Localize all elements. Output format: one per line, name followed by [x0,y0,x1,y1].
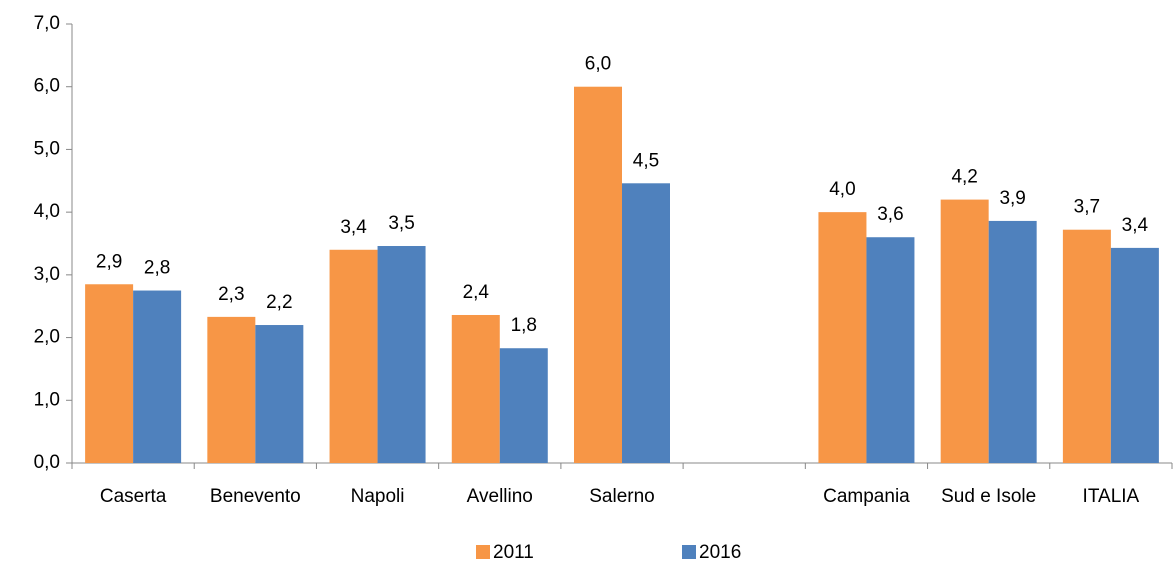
x-tick-label: Caserta [100,486,167,507]
value-label: 3,6 [877,204,903,225]
value-label: 4,0 [829,179,855,200]
value-label: 1,8 [511,315,537,336]
bar [85,284,134,463]
x-tick-label: Campania [823,486,910,507]
legend-label: 2011 [493,542,534,563]
value-label: 3,7 [1074,197,1100,218]
value-label: 3,4 [340,217,367,238]
bar [133,290,182,463]
y-tick-label: 1,0 [34,389,60,410]
value-label: 6,0 [585,54,611,75]
value-label: 4,2 [951,167,977,188]
x-tick-label: Napoli [351,486,405,507]
y-tick-label: 3,0 [34,264,60,285]
value-label: 2,4 [463,282,490,303]
legend-swatch [476,545,490,559]
bar [329,249,378,463]
y-tick-label: 5,0 [34,138,60,159]
x-tick-label: ITALIA [1083,486,1140,507]
bar [1062,229,1111,463]
value-label: 2,3 [218,284,244,305]
y-tick-label: 4,0 [34,201,60,222]
value-label: 2,2 [266,292,292,313]
x-tick-label: Sud e Isole [941,486,1036,507]
bar [988,220,1037,463]
x-tick-label: Avellino [467,486,533,507]
bar [255,325,304,463]
bar [574,86,622,463]
bar [622,183,670,463]
bar [499,348,548,463]
bar [377,246,426,463]
y-tick-label: 2,0 [34,327,60,348]
bar [940,199,989,463]
value-label: 3,9 [999,188,1025,209]
bar [1110,247,1159,463]
bar [866,237,915,463]
value-label: 3,5 [388,213,414,234]
bar [818,212,867,463]
legend-swatch [682,545,696,559]
bar [451,314,500,463]
value-label: 2,9 [96,251,122,272]
value-label: 4,5 [633,150,659,171]
value-label: 3,4 [1122,215,1149,236]
y-tick-label: 6,0 [34,76,60,97]
value-label: 2,8 [144,258,170,279]
y-tick-label: 0,0 [34,452,60,473]
legend-label: 2016 [699,542,741,563]
y-tick-label: 7,0 [34,13,60,34]
x-tick-label: Benevento [210,486,301,507]
x-tick-label: Salerno [589,486,655,507]
bar [207,316,256,463]
